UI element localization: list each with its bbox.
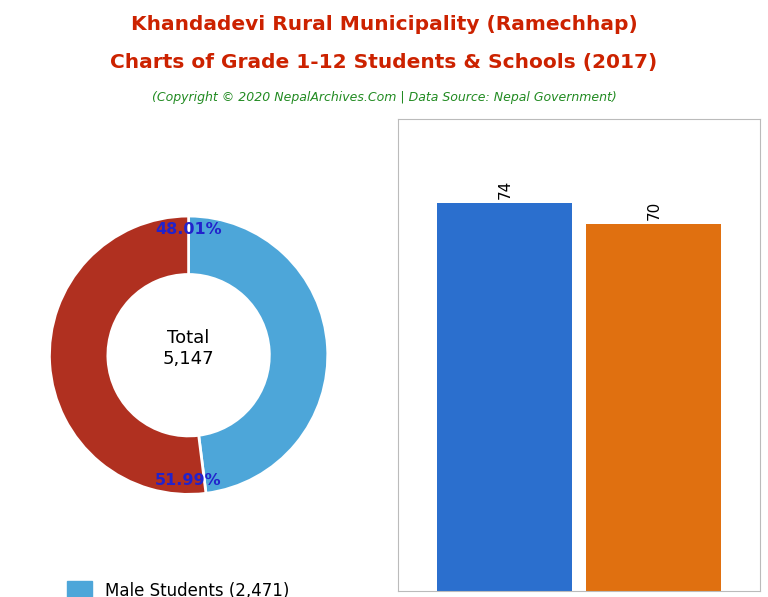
Bar <box>587 224 721 591</box>
Text: 48.01%: 48.01% <box>155 223 222 238</box>
Wedge shape <box>49 216 206 494</box>
Legend: Male Students (2,471), Female Students (2,676): Male Students (2,471), Female Students (… <box>62 576 316 597</box>
Text: 51.99%: 51.99% <box>155 473 222 488</box>
Bar <box>438 203 572 591</box>
Text: Total
5,147: Total 5,147 <box>163 329 214 368</box>
Text: (Copyright © 2020 NepalArchives.Com | Data Source: Nepal Government): (Copyright © 2020 NepalArchives.Com | Da… <box>151 91 617 104</box>
Text: 74: 74 <box>498 180 512 199</box>
Text: Khandadevi Rural Municipality (Ramechhap): Khandadevi Rural Municipality (Ramechhap… <box>131 15 637 34</box>
Text: Charts of Grade 1-12 Students & Schools (2017): Charts of Grade 1-12 Students & Schools … <box>111 53 657 72</box>
Text: 70: 70 <box>647 201 661 220</box>
Wedge shape <box>189 216 328 493</box>
